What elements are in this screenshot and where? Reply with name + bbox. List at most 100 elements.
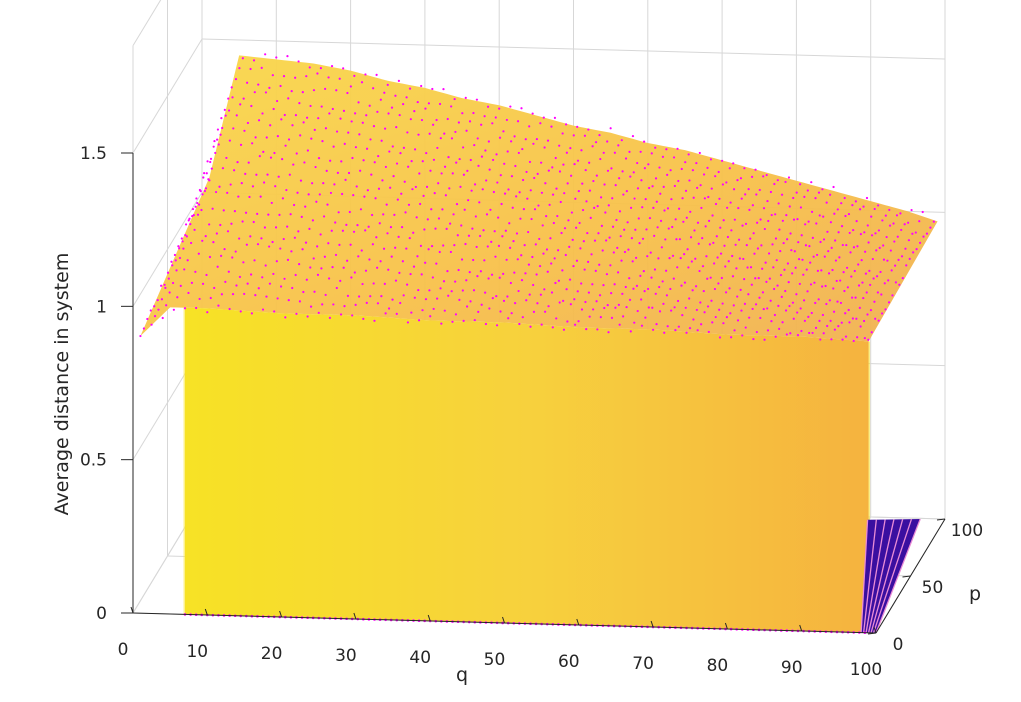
marker-surface: [714, 175, 717, 178]
marker-surface: [203, 172, 206, 175]
marker-surface: [238, 237, 241, 240]
marker-surface: [761, 267, 764, 270]
x-tick-mark: [799, 624, 803, 632]
marker-surface: [778, 228, 781, 231]
marker-surface: [485, 179, 488, 182]
marker-surface: [748, 208, 751, 211]
marker-surface: [318, 193, 321, 196]
marker-surface: [815, 222, 818, 225]
z-tick-label: 1.5: [80, 144, 107, 164]
marker-surface: [440, 322, 443, 325]
marker-surface: [804, 244, 808, 247]
marker-surface: [496, 181, 499, 184]
marker-surface: [846, 286, 849, 289]
marker-surface: [782, 241, 785, 245]
marker-surface: [209, 160, 212, 164]
marker-surface: [796, 334, 800, 337]
marker-surface: [738, 257, 741, 260]
marker-surface: [476, 274, 479, 278]
marker-surface: [877, 229, 881, 232]
marker-surface: [332, 145, 335, 148]
marker-surface: [753, 252, 756, 255]
marker-surface: [844, 214, 847, 218]
data-markers: [139, 53, 935, 634]
marker-surface: [642, 140, 646, 143]
marker-surface: [599, 196, 603, 199]
marker-surface: [486, 105, 490, 108]
marker-surface: [262, 181, 266, 184]
marker-surface: [520, 107, 523, 110]
marker-surface: [171, 264, 174, 267]
marker-surface: [387, 268, 390, 271]
marker-surface: [572, 264, 575, 268]
marker-surface: [264, 53, 267, 56]
marker-surface: [428, 132, 431, 135]
marker-surface: [521, 316, 524, 319]
marker-surface: [339, 313, 343, 316]
marker-surface: [503, 162, 506, 165]
marker-surface: [497, 244, 501, 248]
marker-surface: [774, 237, 778, 240]
marker-surface: [234, 250, 237, 253]
marker-surface: [374, 197, 377, 200]
marker-surface: [594, 269, 597, 272]
marker-surface: [292, 203, 296, 207]
marker-surface: [874, 232, 877, 235]
marker-surface: [395, 312, 398, 315]
marker-surface: [698, 269, 701, 273]
marker-surface: [900, 255, 904, 258]
marker-surface: [773, 182, 776, 186]
marker-surface: [799, 206, 803, 209]
marker-surface: [603, 183, 606, 186]
tick-labels: 0 10 20 30 40 50 60 70 80 90 100 0 50 100 0 0.5 1 1.5: [80, 144, 983, 680]
marker-surface: [842, 270, 845, 274]
marker-surface: [775, 259, 778, 262]
marker-surface: [390, 106, 394, 109]
marker-surface: [663, 209, 666, 212]
marker-surface: [495, 153, 498, 156]
marker-surface: [228, 307, 231, 311]
marker-surface: [373, 319, 376, 322]
marker-surface: [605, 239, 608, 242]
marker-surface: [488, 307, 491, 310]
marker-surface: [832, 185, 835, 189]
marker-surface: [352, 230, 356, 233]
marker-surface: [767, 219, 770, 223]
marker-surface: [848, 321, 851, 324]
marker-surface: [742, 257, 745, 261]
marker-surface: [729, 201, 732, 204]
marker-surface: [153, 305, 156, 308]
marker-surface: [544, 182, 547, 185]
marker-surface: [209, 157, 213, 160]
marker-surface: [736, 295, 739, 298]
marker-surface: [781, 321, 784, 324]
marker-surface: [466, 169, 469, 172]
marker-surface: [693, 229, 696, 232]
marker-surface: [517, 151, 520, 155]
x-tick-mark: [353, 612, 357, 620]
marker-surface: [665, 148, 668, 151]
marker-surface: [668, 257, 671, 260]
marker-surface: [347, 171, 351, 175]
marker-surface: [633, 321, 636, 324]
marker-surface: [223, 108, 226, 111]
marker-surface: [540, 323, 543, 326]
marker-surface: [420, 84, 423, 88]
marker-surface: [729, 312, 732, 315]
marker-surface: [432, 123, 435, 126]
marker-surface: [324, 127, 328, 130]
marker-surface: [515, 232, 519, 235]
marker-surface: [669, 169, 672, 172]
marker-surface: [652, 206, 655, 209]
marker-surface: [671, 225, 674, 229]
marker-surface: [825, 201, 828, 204]
marker-surface: [841, 243, 844, 247]
marker-surface: [312, 257, 315, 260]
marker-surface: [766, 199, 769, 203]
marker-surface: [427, 248, 430, 251]
marker-surface: [683, 281, 687, 284]
marker-surface: [206, 160, 209, 163]
marker-surface: [377, 154, 380, 158]
marker-surface: [142, 327, 145, 330]
